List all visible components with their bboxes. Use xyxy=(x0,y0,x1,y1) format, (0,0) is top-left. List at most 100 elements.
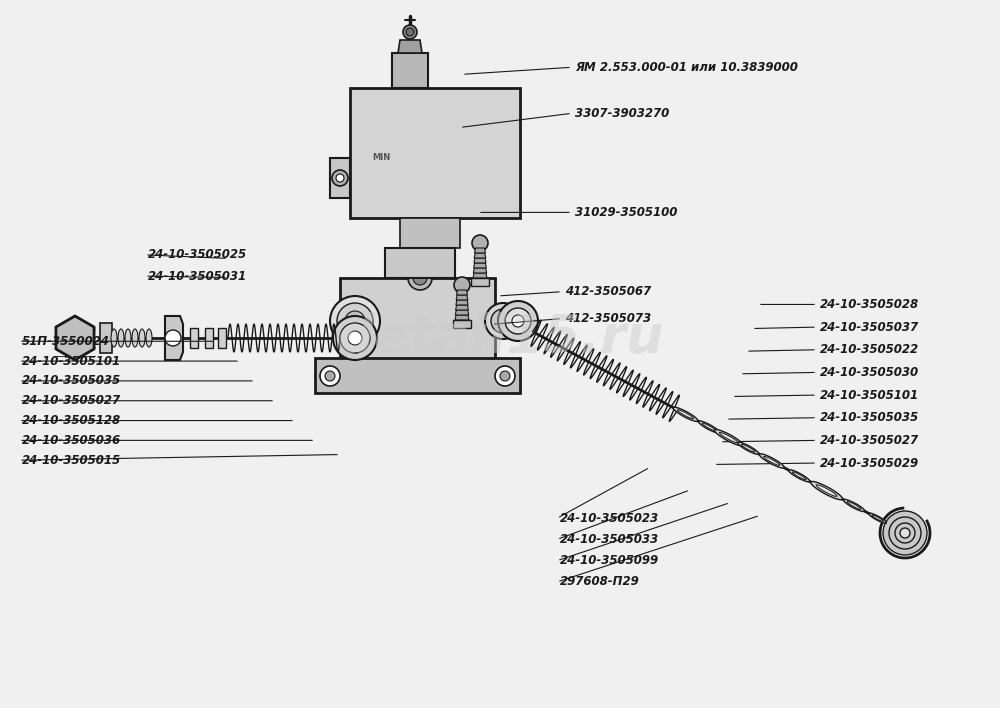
FancyBboxPatch shape xyxy=(218,328,226,348)
Circle shape xyxy=(485,303,521,339)
Polygon shape xyxy=(455,310,469,315)
Circle shape xyxy=(403,25,417,39)
Circle shape xyxy=(495,366,515,386)
Text: ЯМ 2.553.000-01 или 10.3839000: ЯМ 2.553.000-01 или 10.3839000 xyxy=(575,61,798,74)
Circle shape xyxy=(332,170,348,186)
Polygon shape xyxy=(456,295,468,300)
Circle shape xyxy=(895,523,915,543)
Text: 31029-3505100: 31029-3505100 xyxy=(575,206,677,219)
Ellipse shape xyxy=(843,499,865,511)
Circle shape xyxy=(883,511,927,555)
Ellipse shape xyxy=(869,513,886,523)
Ellipse shape xyxy=(872,515,883,521)
Circle shape xyxy=(454,277,470,293)
Ellipse shape xyxy=(702,423,716,431)
Polygon shape xyxy=(471,278,489,286)
Polygon shape xyxy=(474,253,486,258)
Text: 24-10-3505035: 24-10-3505035 xyxy=(22,375,121,387)
Text: 24-10-3505030: 24-10-3505030 xyxy=(820,366,919,379)
Ellipse shape xyxy=(738,442,759,455)
FancyBboxPatch shape xyxy=(205,328,213,348)
Circle shape xyxy=(512,315,524,327)
Circle shape xyxy=(889,517,921,549)
Polygon shape xyxy=(456,300,468,305)
Ellipse shape xyxy=(811,481,843,500)
Text: 412-3505073: 412-3505073 xyxy=(565,312,651,325)
Text: 24-10-3505101: 24-10-3505101 xyxy=(22,355,121,367)
Polygon shape xyxy=(475,248,486,253)
Text: 24-10-3505027: 24-10-3505027 xyxy=(22,394,121,407)
Polygon shape xyxy=(473,273,487,278)
Polygon shape xyxy=(456,305,468,310)
Text: 24-10-3505028: 24-10-3505028 xyxy=(820,298,919,311)
Circle shape xyxy=(500,371,510,381)
Ellipse shape xyxy=(111,329,117,347)
Circle shape xyxy=(345,311,365,331)
Circle shape xyxy=(900,528,910,538)
Text: 24-10-3505128: 24-10-3505128 xyxy=(22,414,121,427)
Polygon shape xyxy=(392,53,428,88)
Ellipse shape xyxy=(146,329,152,347)
Polygon shape xyxy=(474,263,486,268)
Ellipse shape xyxy=(698,421,720,433)
Ellipse shape xyxy=(125,329,131,347)
Ellipse shape xyxy=(139,329,145,347)
Text: 24-10-3505101: 24-10-3505101 xyxy=(820,389,919,401)
Circle shape xyxy=(491,309,515,333)
Text: 24-10-3505037: 24-10-3505037 xyxy=(820,321,919,333)
Text: 24-10-3505031: 24-10-3505031 xyxy=(148,270,247,282)
Circle shape xyxy=(330,296,380,346)
Text: 3307-3903270: 3307-3903270 xyxy=(575,107,669,120)
FancyBboxPatch shape xyxy=(100,323,112,353)
Polygon shape xyxy=(350,88,520,218)
Polygon shape xyxy=(455,315,469,320)
Text: 24-10-3505029: 24-10-3505029 xyxy=(820,457,919,469)
Circle shape xyxy=(325,371,335,381)
Text: 412-3505067: 412-3505067 xyxy=(565,285,651,298)
Text: 24-10-3505036: 24-10-3505036 xyxy=(22,434,121,447)
Text: 24-10-3505023: 24-10-3505023 xyxy=(560,512,659,525)
Ellipse shape xyxy=(792,472,806,479)
Polygon shape xyxy=(473,268,487,273)
Text: 24-10-3505027: 24-10-3505027 xyxy=(820,434,919,447)
Circle shape xyxy=(336,174,344,182)
Text: 24-10-3505025: 24-10-3505025 xyxy=(148,249,247,261)
Circle shape xyxy=(498,301,538,341)
Ellipse shape xyxy=(118,329,124,347)
Text: 24-10-3505022: 24-10-3505022 xyxy=(820,343,919,356)
Ellipse shape xyxy=(132,329,138,347)
Polygon shape xyxy=(315,358,520,393)
Circle shape xyxy=(333,316,377,360)
Text: 51П-3550024: 51П-3550024 xyxy=(22,335,110,348)
Text: MIN: MIN xyxy=(372,154,390,163)
Circle shape xyxy=(337,303,373,339)
Text: 24-10-3505033: 24-10-3505033 xyxy=(560,533,659,546)
Polygon shape xyxy=(398,40,422,53)
Ellipse shape xyxy=(816,485,837,496)
Ellipse shape xyxy=(759,454,784,468)
Ellipse shape xyxy=(764,457,780,465)
Ellipse shape xyxy=(677,410,694,418)
Polygon shape xyxy=(474,258,486,263)
Polygon shape xyxy=(400,218,460,248)
Text: 24-10-3505035: 24-10-3505035 xyxy=(820,411,919,424)
Ellipse shape xyxy=(741,445,755,452)
Text: 24-10-3505015: 24-10-3505015 xyxy=(22,454,121,467)
Polygon shape xyxy=(340,278,495,363)
Circle shape xyxy=(408,266,432,290)
Text: 24-10-3505099: 24-10-3505099 xyxy=(560,554,659,567)
Circle shape xyxy=(413,271,427,285)
FancyBboxPatch shape xyxy=(190,328,198,348)
Polygon shape xyxy=(385,248,455,278)
Polygon shape xyxy=(330,158,350,198)
Ellipse shape xyxy=(847,501,861,509)
Circle shape xyxy=(406,28,414,36)
Circle shape xyxy=(505,308,531,334)
Ellipse shape xyxy=(789,469,810,482)
Ellipse shape xyxy=(714,430,743,446)
Ellipse shape xyxy=(719,433,738,442)
Polygon shape xyxy=(165,316,183,360)
Polygon shape xyxy=(56,316,94,360)
Polygon shape xyxy=(453,320,471,328)
Circle shape xyxy=(320,366,340,386)
